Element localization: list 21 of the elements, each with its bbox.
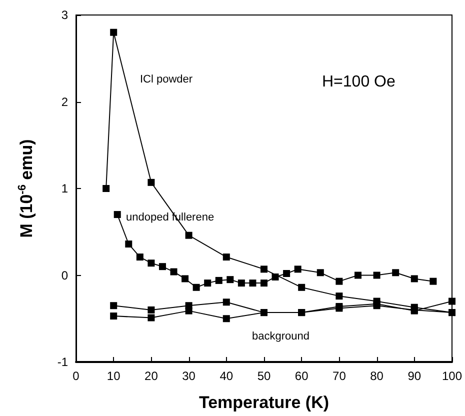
- x-axis-title: Temperature (K): [198, 393, 330, 412]
- x-tick-label: 50: [257, 369, 271, 383]
- annotation: ICl powder: [140, 74, 193, 86]
- x-tick-label: 0: [72, 369, 80, 383]
- y-tick-label: 1: [61, 182, 68, 196]
- x-tick-label: 80: [370, 369, 384, 383]
- x-tick-label: 30: [182, 369, 196, 383]
- annotation: H=100 Oe: [322, 74, 396, 90]
- y-axis-title: M (10-6 emu): [16, 139, 36, 238]
- x-tick-label: 70: [332, 369, 346, 383]
- y-tick-label: 0: [61, 268, 68, 282]
- y-tick-label: 2: [61, 94, 68, 109]
- y-tick-label: -1: [57, 355, 68, 369]
- y-tick-label: 3: [61, 8, 68, 22]
- x-tick-label: 40: [220, 369, 234, 383]
- annotation: background: [252, 330, 310, 342]
- x-tick-label: 60: [294, 369, 309, 383]
- x-tick-label: 10: [106, 369, 121, 383]
- x-tick-label: 20: [144, 369, 158, 383]
- x-tick-label: 90: [408, 369, 422, 383]
- x-tick-label: 100: [442, 369, 462, 383]
